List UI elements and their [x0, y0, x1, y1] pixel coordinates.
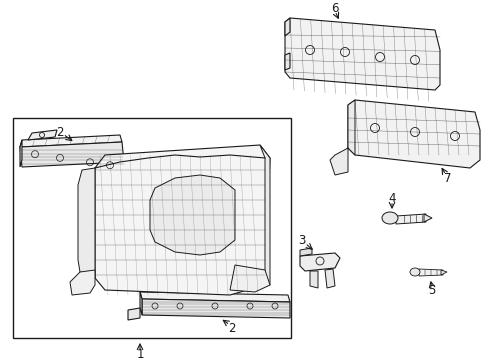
Polygon shape: [128, 308, 140, 320]
Text: 2: 2: [228, 321, 236, 334]
Polygon shape: [424, 214, 432, 222]
Polygon shape: [28, 130, 57, 140]
Text: 5: 5: [428, 284, 436, 297]
Polygon shape: [142, 299, 290, 318]
Polygon shape: [20, 135, 122, 147]
Text: 7: 7: [444, 171, 452, 184]
Polygon shape: [325, 269, 335, 288]
Polygon shape: [20, 140, 22, 167]
Text: 6: 6: [331, 1, 339, 14]
Polygon shape: [230, 265, 270, 292]
Polygon shape: [348, 100, 480, 168]
Polygon shape: [70, 270, 95, 295]
Polygon shape: [310, 271, 318, 288]
Polygon shape: [330, 100, 355, 175]
Polygon shape: [95, 145, 270, 295]
Ellipse shape: [382, 212, 398, 224]
Polygon shape: [285, 18, 440, 90]
Text: 3: 3: [298, 234, 306, 247]
Polygon shape: [78, 168, 95, 278]
Polygon shape: [419, 269, 443, 276]
Polygon shape: [140, 292, 290, 302]
Text: 2: 2: [56, 126, 64, 139]
Polygon shape: [260, 145, 270, 285]
Text: 1: 1: [136, 348, 144, 360]
Text: 4: 4: [388, 192, 396, 204]
Polygon shape: [441, 270, 447, 275]
Polygon shape: [300, 253, 340, 271]
Polygon shape: [300, 248, 312, 256]
Polygon shape: [20, 142, 124, 167]
Polygon shape: [396, 214, 426, 224]
Polygon shape: [140, 292, 142, 315]
Bar: [13, 118, 291, 338]
Polygon shape: [150, 175, 235, 255]
Polygon shape: [285, 53, 290, 70]
Ellipse shape: [410, 268, 420, 276]
Polygon shape: [285, 18, 290, 36]
